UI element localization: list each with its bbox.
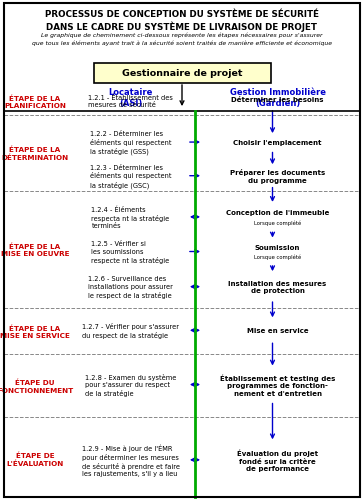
Text: 1.2.7 - Vérifier pour s'assurer
du respect de la stratégie: 1.2.7 - Vérifier pour s'assurer du respe…	[82, 323, 179, 339]
Text: 1.2.5 - Vérifier si
les soumissions
respecte nt la stratégie: 1.2.5 - Vérifier si les soumissions resp…	[91, 241, 170, 263]
Text: 1.2.4 - Éléments
respecta nt la stratégie
terminés: 1.2.4 - Éléments respecta nt la stratégi…	[91, 206, 170, 229]
Text: Gestionnaire de projet: Gestionnaire de projet	[122, 69, 242, 78]
Text: Le graphique de cheminement ci-dessous représente les étapes nécessaires pour s': Le graphique de cheminement ci-dessous r…	[32, 33, 332, 46]
Text: Préparer les documents
du programme: Préparer les documents du programme	[230, 169, 325, 183]
Text: ÉTAPE DE LA
MISE EN SERVICE: ÉTAPE DE LA MISE EN SERVICE	[0, 325, 70, 338]
Text: 1.2.1 - Établissement des
mesures de sécurité: 1.2.1 - Établissement des mesures de séc…	[88, 94, 173, 108]
Text: Gestion Immobilière
(Gardien): Gestion Immobilière (Gardien)	[229, 88, 325, 108]
Text: ÉTAPE DE LA
MISE EN OEUVRE: ÉTAPE DE LA MISE EN OEUVRE	[1, 243, 69, 257]
Text: Lorsque complété: Lorsque complété	[254, 219, 301, 225]
Text: ÉTAPE DE LA
DÉTERMINATION: ÉTAPE DE LA DÉTERMINATION	[1, 146, 68, 161]
Text: Conception de l'immeuble: Conception de l'immeuble	[226, 209, 329, 215]
Text: Locataire
(ASI): Locataire (ASI)	[108, 88, 153, 108]
Text: Déterminer les besoins: Déterminer les besoins	[231, 97, 324, 103]
Text: Évaluation du projet
fondé sur la critère
de performance: Évaluation du projet fondé sur la critèr…	[237, 449, 318, 471]
Text: ÉTAPE DE
L'ÉVALUATION: ÉTAPE DE L'ÉVALUATION	[7, 451, 64, 466]
Text: Choisir l'emplacement: Choisir l'emplacement	[233, 140, 322, 146]
Text: ÉTAPE DU
FONCTIONNEMENT: ÉTAPE DU FONCTIONNEMENT	[0, 379, 73, 393]
Text: Lorsque complété: Lorsque complété	[254, 254, 301, 260]
Text: PROCESSUS DE CONCEPTION DU SYSTÈME DE SÉCURITÉ: PROCESSUS DE CONCEPTION DU SYSTÈME DE SÉ…	[45, 10, 319, 19]
Text: Établissement et testing des
programmes de fonction-
nement et d'entretien: Établissement et testing des programmes …	[220, 374, 335, 396]
Text: 1.2.2 - Déterminer les
éléments qui respectent
la stratégie (GSS): 1.2.2 - Déterminer les éléments qui resp…	[90, 131, 171, 155]
Text: Installation des mesures
de protection: Installation des mesures de protection	[228, 281, 327, 294]
Text: DANS LE CADRE DU SYSTÈME DE LIVRAISON DE PROJET: DANS LE CADRE DU SYSTÈME DE LIVRAISON DE…	[47, 21, 317, 32]
Text: 1.2.9 - Mise à jour de l'ÉMR
pour déterminer les mesures
de sécurité à prendre e: 1.2.9 - Mise à jour de l'ÉMR pour déterm…	[82, 444, 179, 476]
Text: Soumission: Soumission	[255, 244, 300, 250]
FancyBboxPatch shape	[94, 64, 270, 84]
Text: 1.2.6 - Surveillance des
installations pour assurer
le respect de la stratégie: 1.2.6 - Surveillance des installations p…	[88, 276, 173, 298]
Text: 1.2.3 - Déterminer les
éléments qui respectent
la stratégie (GSC): 1.2.3 - Déterminer les éléments qui resp…	[90, 164, 171, 188]
Text: 1.2.8 - Examen du système
pour s'assurer du respect
de la stratégie: 1.2.8 - Examen du système pour s'assurer…	[85, 373, 176, 396]
Text: ÉTAPE DE LA
PLANIFICATION: ÉTAPE DE LA PLANIFICATION	[4, 95, 66, 109]
Text: Mise en service: Mise en service	[247, 328, 308, 334]
